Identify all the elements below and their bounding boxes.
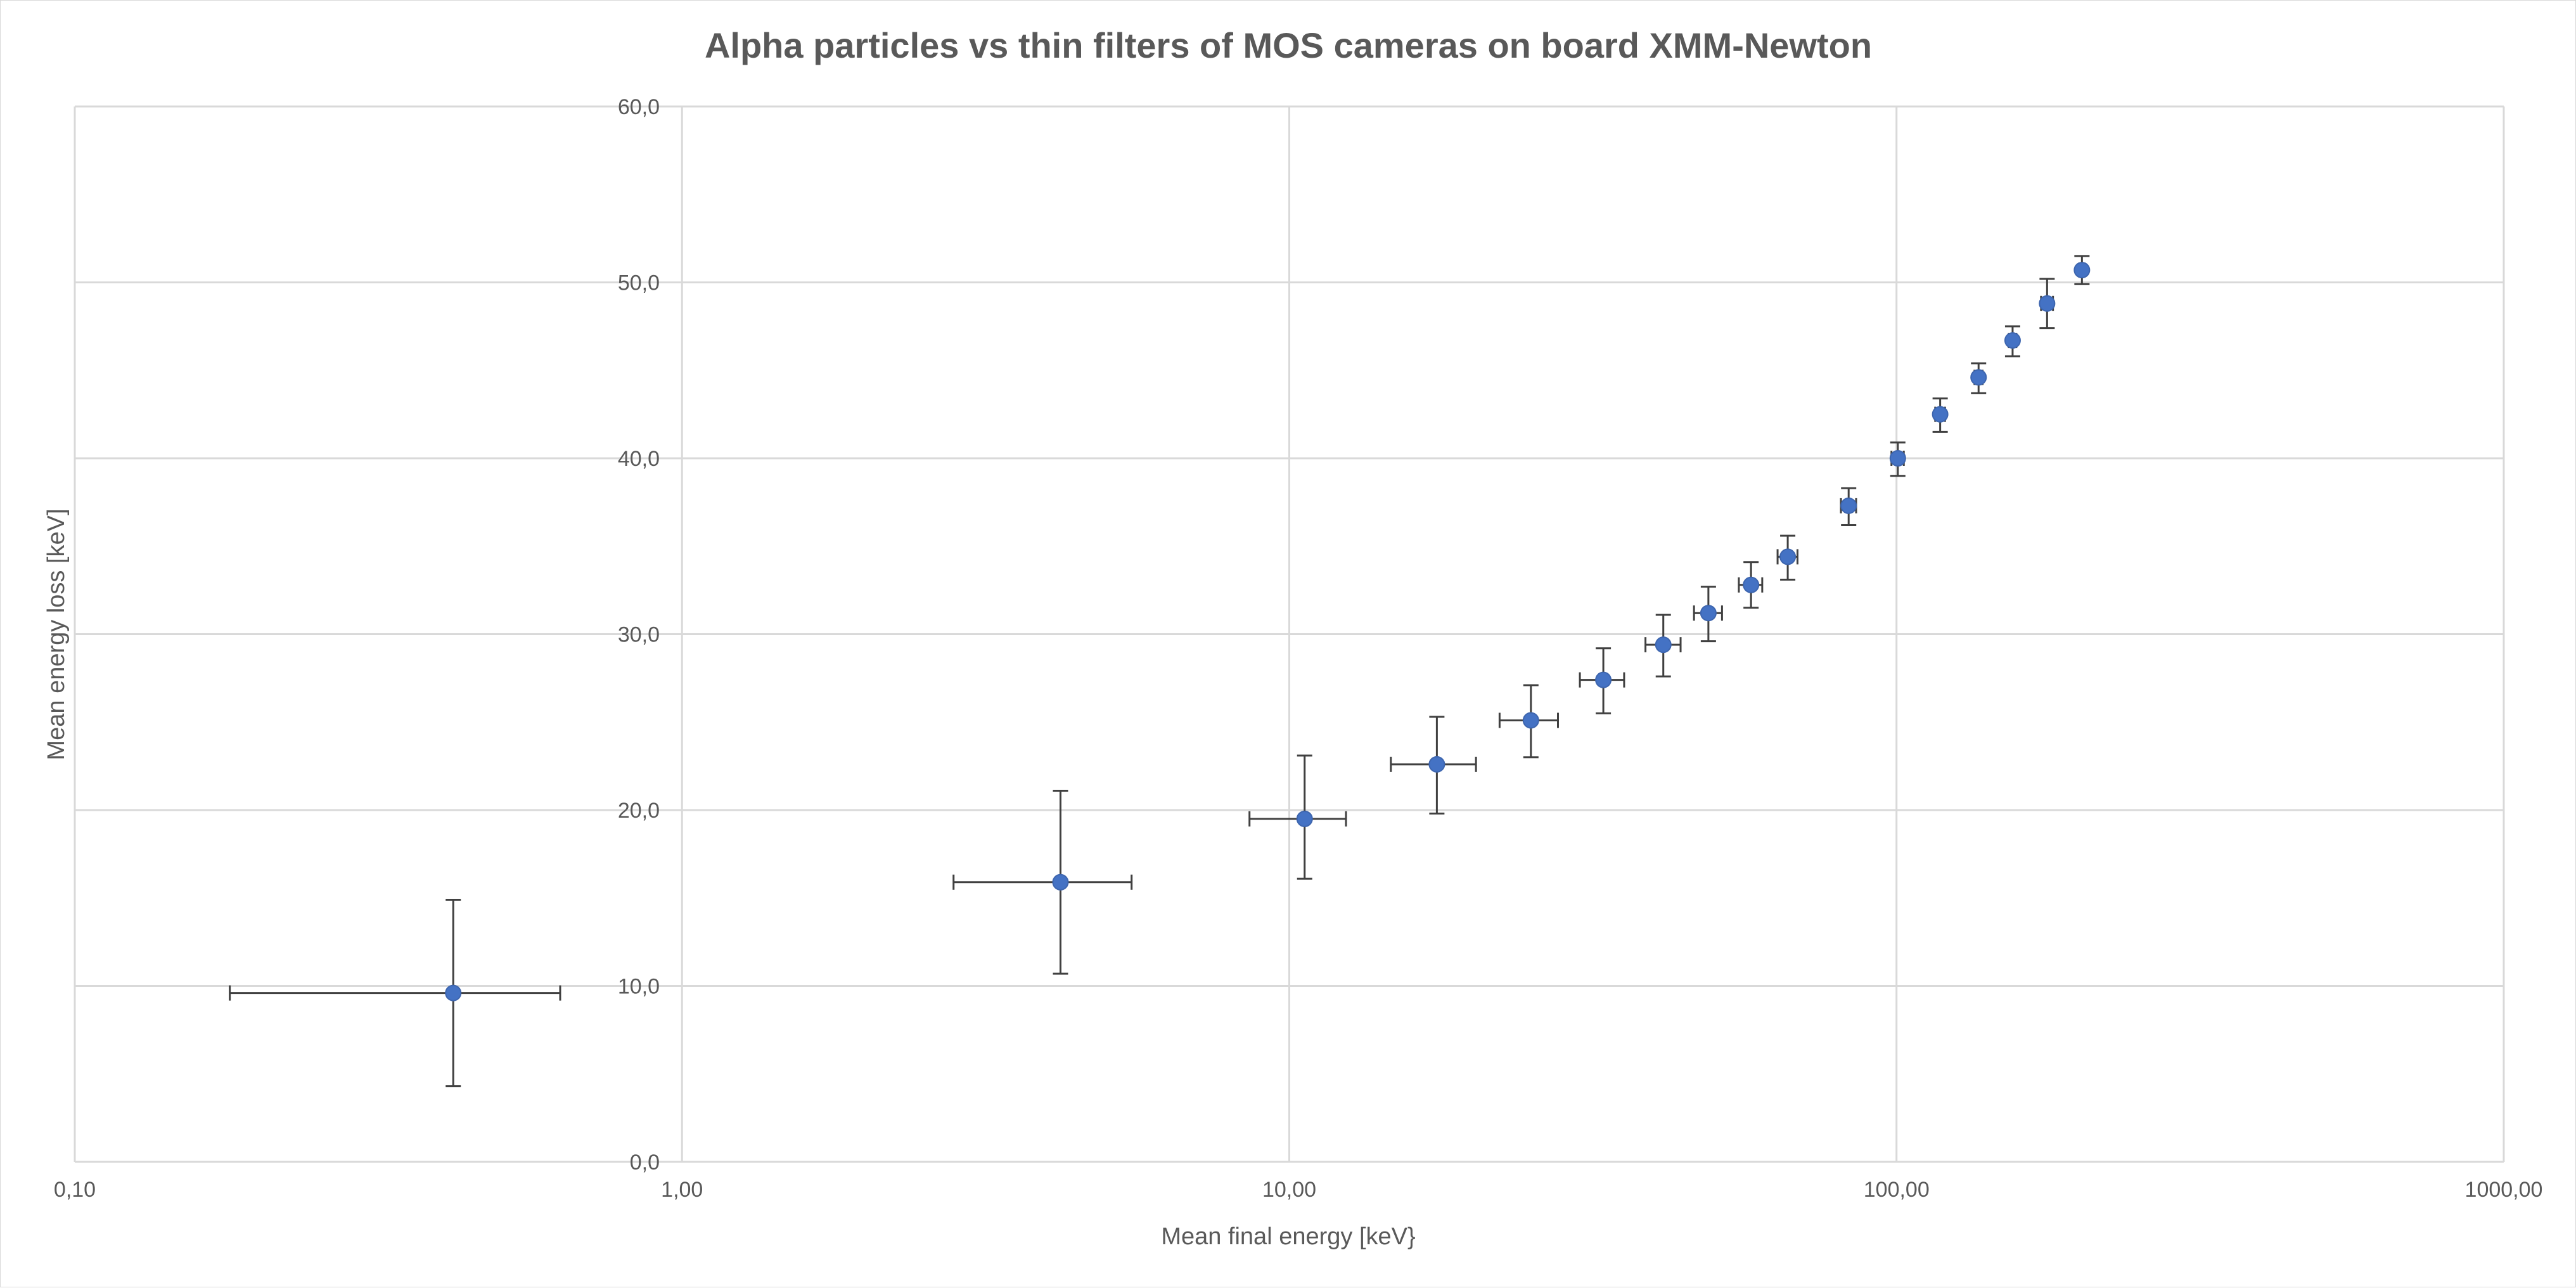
data-point xyxy=(1522,712,1539,729)
x-tick-label: 1000,00 xyxy=(2465,1178,2543,1202)
y-tick-label: 0,0 xyxy=(630,1150,660,1175)
x-tick-label: 0,10 xyxy=(54,1178,96,1202)
y-axis-label: Mean energy loss [keV] xyxy=(43,508,70,760)
data-point xyxy=(2039,295,2056,312)
data-point xyxy=(1970,369,1987,386)
data-point xyxy=(1595,671,1612,688)
data-point xyxy=(1052,873,1069,891)
data-point xyxy=(2004,332,2021,349)
data-points xyxy=(445,262,2091,1001)
y-tick-label: 10,0 xyxy=(618,975,660,999)
x-tick-label: 1,00 xyxy=(661,1178,703,1202)
error-bars xyxy=(229,255,2090,1088)
data-point xyxy=(1779,548,1797,565)
data-point xyxy=(1428,756,1445,773)
data-point xyxy=(1889,450,1906,467)
data-point xyxy=(1743,576,1760,593)
data-point xyxy=(1655,636,1672,654)
y-tick-label: 60,0 xyxy=(618,95,660,119)
tick-labels: 0,10 1,00 10,00 100,00 1000,00 0,0 10,0 20,0 30,… xyxy=(54,95,2543,1202)
data-point xyxy=(445,984,462,1001)
y-tick-label: 40,0 xyxy=(618,447,660,471)
y-tick-label: 20,0 xyxy=(618,799,660,823)
data-point xyxy=(2073,262,2091,279)
gridlines xyxy=(74,105,2505,1163)
x-tick-label: 10,00 xyxy=(1262,1178,1316,1202)
data-point xyxy=(1932,406,1949,423)
x-tick-label: 100,00 xyxy=(1864,1178,1930,1202)
data-point xyxy=(1296,810,1313,827)
chart-title: Alpha particles vs thin filters of MOS c… xyxy=(705,25,1872,65)
data-point xyxy=(1700,605,1717,622)
y-tick-label: 30,0 xyxy=(618,623,660,647)
x-axis-label: Mean final energy [keV} xyxy=(1161,1223,1415,1250)
y-tick-label: 50,0 xyxy=(618,271,660,295)
data-point xyxy=(1840,497,1857,514)
